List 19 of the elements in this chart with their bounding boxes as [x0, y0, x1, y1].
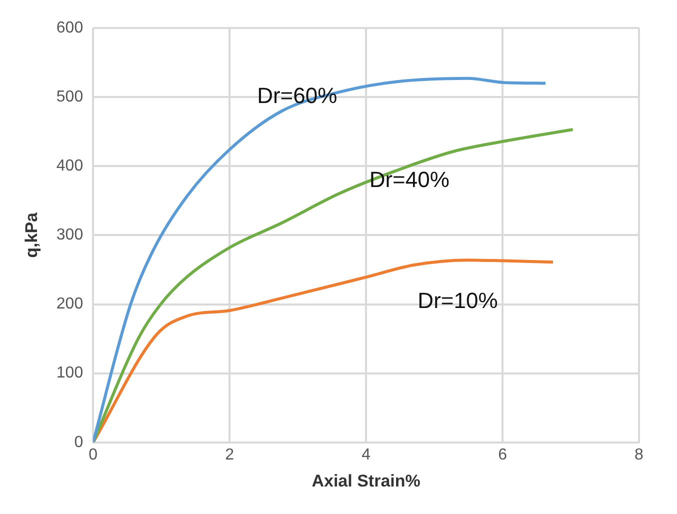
y-tick-label: 300 — [56, 226, 84, 244]
x-tick-label: 8 — [634, 446, 644, 464]
line-series — [93, 76, 548, 442]
x-axis-title: Axial Strain% — [312, 471, 420, 490]
y-tick-label: 600 — [56, 19, 84, 36]
x-tick-label: 6 — [498, 446, 508, 464]
y-tick-label: 500 — [56, 88, 84, 106]
line-series — [93, 258, 555, 442]
y-tick-label: 400 — [56, 158, 84, 175]
series-label: Dr=10% — [418, 288, 498, 314]
y-tick-label: 100 — [56, 364, 84, 382]
x-tick-label: 2 — [225, 446, 234, 464]
line-series — [93, 128, 574, 442]
x-tick-label: 0 — [88, 446, 98, 464]
y-tick-label: 200 — [56, 296, 84, 313]
y-tick-label: 0 — [74, 434, 84, 451]
series-label: Dr=40% — [369, 167, 450, 192]
y-axis-title: q,kPa — [22, 212, 41, 258]
x-tick-label: 4 — [362, 446, 371, 464]
